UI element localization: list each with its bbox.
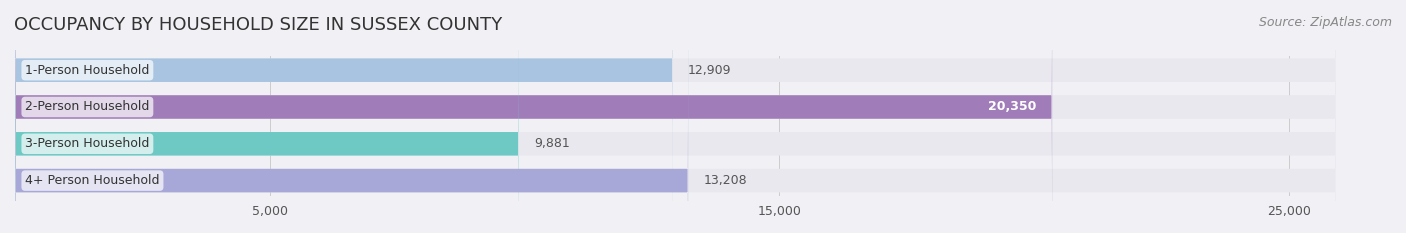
Text: 2-Person Household: 2-Person Household — [25, 100, 149, 113]
FancyBboxPatch shape — [15, 0, 1336, 233]
FancyBboxPatch shape — [15, 0, 688, 233]
Text: 9,881: 9,881 — [534, 137, 569, 150]
Text: 4+ Person Household: 4+ Person Household — [25, 174, 160, 187]
Text: Source: ZipAtlas.com: Source: ZipAtlas.com — [1258, 16, 1392, 29]
FancyBboxPatch shape — [15, 0, 1336, 233]
FancyBboxPatch shape — [15, 0, 1336, 233]
FancyBboxPatch shape — [15, 0, 1052, 233]
Text: 3-Person Household: 3-Person Household — [25, 137, 149, 150]
Text: 1-Person Household: 1-Person Household — [25, 64, 149, 77]
FancyBboxPatch shape — [15, 0, 673, 233]
FancyBboxPatch shape — [15, 0, 519, 233]
Text: 13,208: 13,208 — [703, 174, 747, 187]
Text: 12,909: 12,909 — [688, 64, 731, 77]
Text: OCCUPANCY BY HOUSEHOLD SIZE IN SUSSEX COUNTY: OCCUPANCY BY HOUSEHOLD SIZE IN SUSSEX CO… — [14, 16, 502, 34]
Text: 20,350: 20,350 — [988, 100, 1036, 113]
FancyBboxPatch shape — [15, 0, 1336, 233]
